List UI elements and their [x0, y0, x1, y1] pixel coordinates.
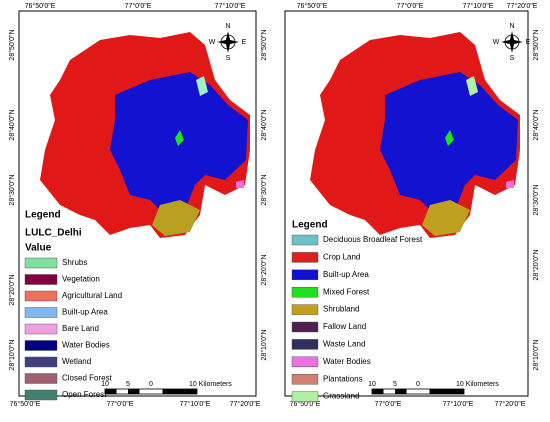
latitude-label: 28°50'0"N: [260, 29, 268, 60]
longitude-label: 77°10'0"E: [180, 400, 211, 408]
lulc-map: [40, 32, 250, 238]
legend-swatch: [291, 304, 319, 315]
longitude-label: 76°50'0"E: [290, 400, 321, 408]
legend-swatch: [291, 252, 319, 263]
legend-label: Agricultural Land: [62, 291, 122, 300]
longitude-label: 76°50'0"E: [10, 400, 41, 408]
scale-label: 10 Kilometers: [189, 381, 232, 388]
longitude-label: 77°10'0"E: [463, 2, 494, 10]
latitude-label: 28°10'0"N: [260, 329, 268, 360]
compass-rose: [217, 31, 239, 53]
legend-swatch: [24, 356, 58, 368]
compass-w: W: [493, 39, 500, 46]
compass-e: E: [242, 39, 247, 46]
legend-label: Wetland: [62, 357, 91, 366]
legend-label: Grassland: [323, 392, 359, 401]
legend-label: Open Forest: [62, 390, 107, 399]
longitude-label: 77°0'0"E: [125, 2, 152, 10]
compass-n: N: [225, 23, 230, 30]
scale-label: 10: [368, 381, 376, 388]
scale-segment: [162, 389, 197, 394]
legend-label: Crop Land: [323, 253, 360, 262]
legend-label: Bare Land: [62, 324, 99, 333]
longitude-label: 76°50'0"E: [25, 2, 56, 10]
latitude-label: 28°30'0"N: [532, 184, 540, 215]
longitude-label: 77°10'0"E: [443, 400, 474, 408]
latitude-label: 28°20'0"N: [532, 249, 540, 280]
latitude-label: 28°50'0"N: [8, 29, 16, 60]
latitude-label: 28°40'0"N: [8, 109, 16, 140]
scale-segment: [128, 389, 140, 394]
scale-label: 10: [101, 381, 109, 388]
lulc-map: [310, 32, 520, 238]
scale-label: 5: [126, 381, 130, 388]
legend-swatch: [291, 391, 319, 402]
longitude-label: 76°50'0"E: [297, 2, 328, 10]
legend-label: Mixed Forest: [323, 287, 370, 296]
longitude-label: 77°20'0"E: [495, 400, 526, 408]
legend-label: Plantations: [323, 374, 363, 383]
legend-swatch: [291, 269, 319, 280]
compass-e: E: [526, 39, 531, 46]
latitude-label: 28°10'0"N: [532, 339, 540, 370]
compass-s: S: [226, 55, 231, 62]
latitude-label: 28°10'0"N: [8, 339, 16, 370]
legend-swatch: [291, 356, 319, 367]
legend-label: Deciduous Broadleaf Forest: [323, 235, 423, 244]
legend-label: Water Bodies: [62, 341, 110, 350]
compass-s: S: [510, 55, 515, 62]
scale-segment: [105, 389, 117, 394]
legend-label: Built-up Area: [62, 308, 108, 317]
longitude-label: 77°20'0"E: [230, 400, 261, 408]
legend-swatch: [291, 321, 319, 333]
legend-subtitle: LULC_Delhi: [25, 228, 82, 239]
legend-swatch: [24, 290, 58, 302]
latitude-label: 28°40'0"N: [532, 109, 540, 140]
longitude-label: 77°10'0"E: [215, 2, 246, 10]
compass-n: N: [509, 23, 514, 30]
latitude-label: 28°30'0"N: [8, 174, 16, 205]
legend-swatch: [291, 234, 319, 246]
longitude-label: 77°20'0"E: [507, 2, 538, 10]
legend-label: Shrubs: [62, 258, 87, 267]
legend-label: Shrubland: [323, 305, 359, 314]
scale-segment: [372, 389, 384, 394]
longitude-label: 77°0'0"E: [397, 2, 424, 10]
scale-label: 10 Kilometers: [456, 381, 499, 388]
legend-swatch: [24, 340, 58, 351]
legend-swatch: [291, 287, 319, 298]
scale-segment: [429, 389, 464, 394]
legend-title: Legend: [25, 210, 61, 221]
legend-swatch: [24, 274, 58, 285]
legend-swatch: [24, 257, 58, 269]
compass-rose: [501, 31, 523, 53]
legend-swatch: [291, 374, 319, 385]
compass-w: W: [209, 39, 216, 46]
legend-swatch: [291, 339, 319, 350]
legend-label: Water Bodies: [323, 357, 371, 366]
legend-swatch: [24, 323, 58, 335]
legend-label: Fallow Land: [323, 322, 366, 331]
legend-swatch: [24, 389, 58, 401]
latitude-label: 28°20'0"N: [8, 274, 16, 305]
scale-label: 0: [149, 381, 153, 388]
latitude-label: 28°50'0"N: [532, 29, 540, 60]
legend-label: Built-up Area: [323, 270, 369, 279]
legend-heading: Value: [25, 243, 52, 254]
scale-segment: [395, 389, 407, 394]
legend-swatch: [24, 307, 58, 318]
legend-swatch: [24, 373, 58, 384]
latitude-label: 28°40'0"N: [260, 109, 268, 140]
latitude-label: 28°30'0"N: [260, 174, 268, 205]
latitude-label: 28°20'0"N: [260, 254, 268, 285]
legend-label: Waste Land: [323, 340, 365, 349]
scale-label: 0: [416, 381, 420, 388]
scale-label: 5: [393, 381, 397, 388]
longitude-label: 77°0'0"E: [375, 400, 402, 408]
legend-label: Closed Forest: [62, 374, 113, 383]
legend-label: Vegetation: [62, 275, 100, 284]
legend-title: Legend: [292, 220, 328, 231]
longitude-label: 77°0'0"E: [107, 400, 134, 408]
